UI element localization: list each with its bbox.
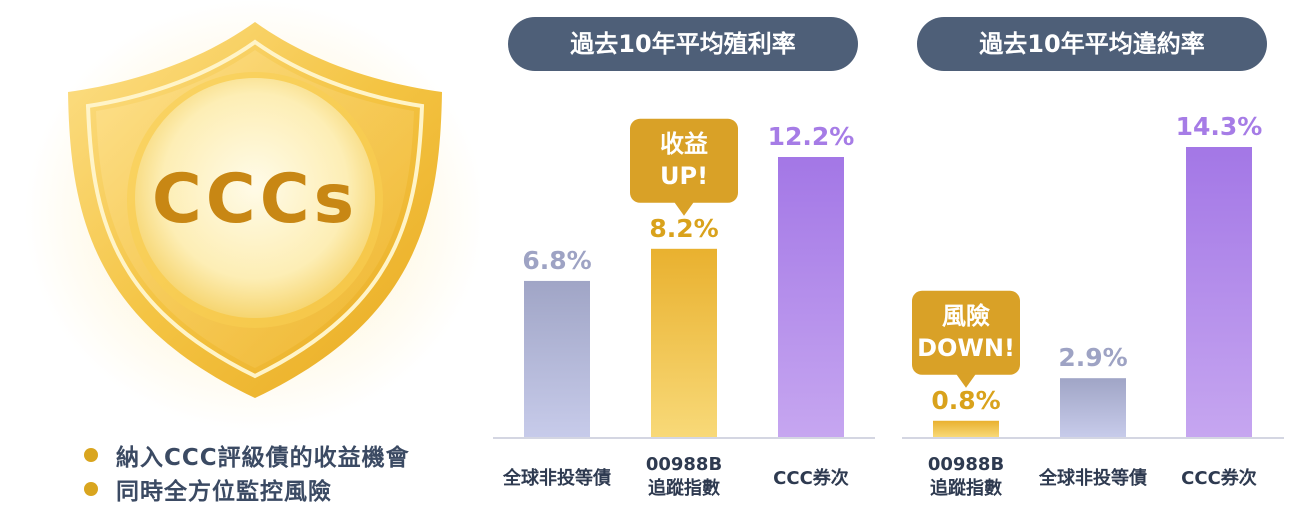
bar — [1060, 378, 1126, 437]
callout-text: 風險 — [942, 302, 990, 330]
value-label: 0.8% — [931, 386, 1000, 415]
bullet-list: 納入CCC評級債的收益機會 同時全方位監控風險 — [84, 438, 410, 506]
category-label: CCC券次 — [1181, 467, 1257, 489]
bar — [778, 157, 844, 437]
bullet-dot-icon — [84, 448, 98, 462]
callout-text: UP! — [660, 162, 708, 190]
callout-text: 收益 — [660, 130, 708, 158]
bullet-text: 納入CCC評級債的收益機會 — [116, 445, 410, 471]
callout-pointer — [674, 201, 694, 216]
bullet-dot-icon — [84, 482, 98, 496]
callout-pointer — [956, 373, 976, 388]
value-label: 12.2% — [768, 122, 855, 151]
callout-box — [630, 118, 738, 203]
bar — [1186, 147, 1252, 437]
callout-box — [912, 290, 1020, 375]
category-label: 00988B — [646, 454, 722, 475]
bullet-item: 同時全方位監控風險 — [84, 472, 410, 506]
category-label: 追蹤指數 — [930, 477, 1002, 499]
bar — [933, 420, 999, 437]
bullet-text: 同時全方位監控風險 — [116, 479, 332, 505]
callout-text: DOWN! — [917, 334, 1015, 362]
category-label: 追蹤指數 — [648, 477, 720, 499]
yield-chart-title: 過去10年平均殖利率 — [508, 17, 858, 71]
category-label: 全球非投等債 — [1038, 467, 1147, 489]
bar — [651, 248, 717, 437]
ccc-shield-badge: CCCs — [25, 0, 480, 430]
category-label: 00988B — [928, 454, 1004, 475]
default-chart-title: 過去10年平均違約率 — [917, 17, 1267, 71]
bar — [524, 280, 590, 437]
value-label: 14.3% — [1176, 112, 1263, 141]
bullet-item: 納入CCC評級債的收益機會 — [84, 438, 410, 472]
ccc-logo-text: CCCs — [152, 160, 358, 239]
category-label: 全球非投等債 — [502, 467, 611, 489]
value-label: 2.9% — [1058, 343, 1127, 372]
value-label: 8.2% — [649, 214, 718, 243]
category-label: CCC券次 — [773, 467, 849, 489]
value-label: 6.8% — [522, 246, 591, 275]
coin-circle — [135, 78, 375, 318]
